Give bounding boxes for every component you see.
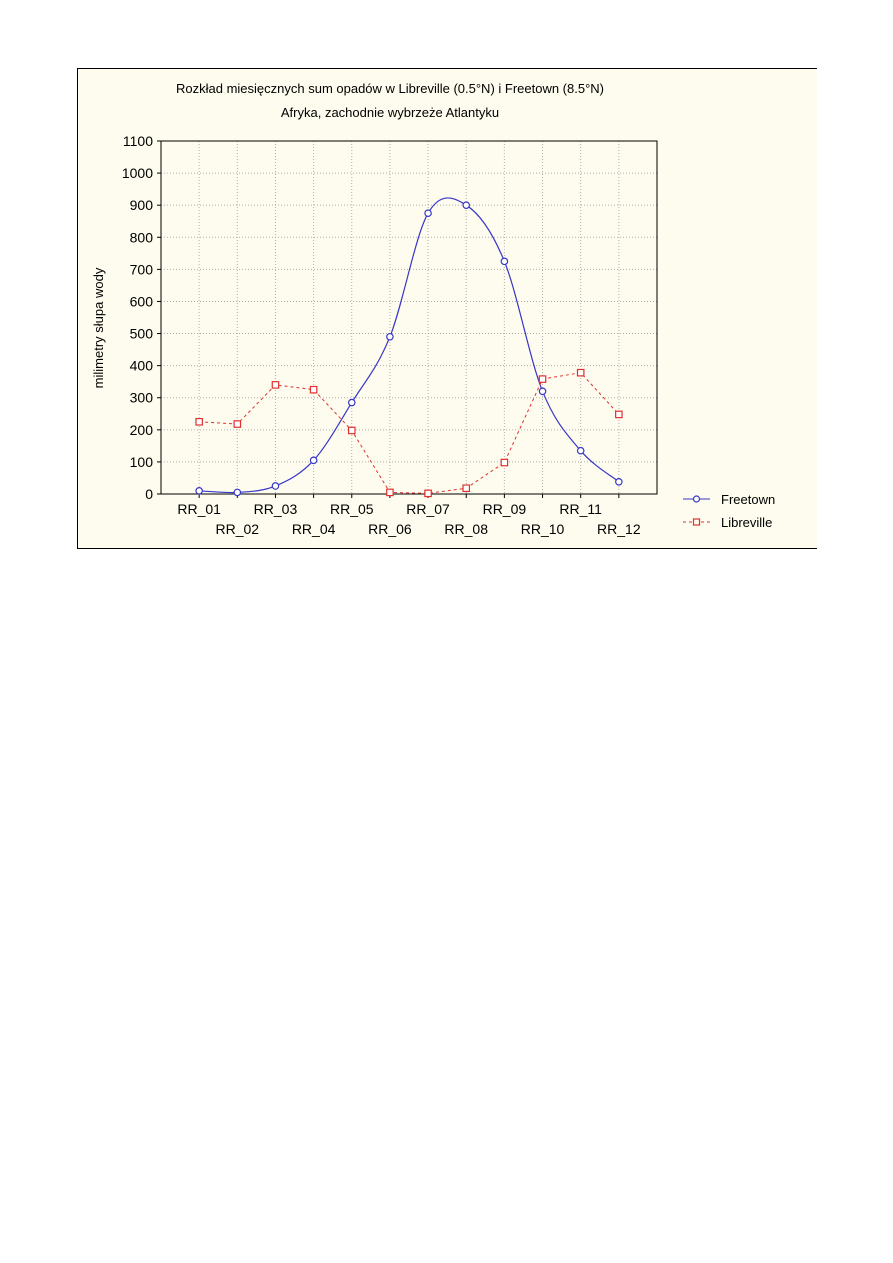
x-tick-label: RR_09 bbox=[483, 501, 527, 517]
data-point bbox=[386, 332, 394, 341]
data-point bbox=[309, 456, 318, 465]
x-tick-label: RR_02 bbox=[216, 521, 260, 537]
y-tick-label: 400 bbox=[130, 358, 154, 374]
data-point bbox=[424, 489, 432, 498]
data-point bbox=[233, 488, 242, 497]
y-tick-label: 100 bbox=[130, 454, 154, 470]
legend: Freetown Libreville bbox=[683, 492, 775, 530]
data-point bbox=[271, 482, 280, 490]
axes bbox=[157, 140, 658, 498]
data-point bbox=[615, 410, 623, 419]
data-point bbox=[195, 486, 203, 495]
x-tick-label: RR_04 bbox=[292, 521, 336, 537]
data-point bbox=[386, 488, 394, 497]
data-point bbox=[576, 446, 585, 455]
y-tick-label: 900 bbox=[130, 197, 154, 213]
y-tick-label: 800 bbox=[130, 229, 154, 245]
data-point bbox=[462, 484, 471, 493]
legend-marker-freetown bbox=[692, 495, 701, 503]
y-tick-label: 1100 bbox=[123, 133, 153, 149]
data-point bbox=[233, 420, 242, 428]
y-tick-labels: 0 100 200 300 400 500 600 700 800 900 1000 1100 bbox=[122, 133, 153, 502]
data-point bbox=[347, 426, 356, 435]
x-tick-label: RR_05 bbox=[330, 501, 374, 517]
data-point bbox=[271, 381, 280, 389]
x-tick-label: RR_10 bbox=[521, 521, 565, 537]
x-tick-label: RR_11 bbox=[559, 501, 602, 517]
data-point bbox=[538, 375, 547, 383]
chart-subtitle: Afryka, zachodnie wybrzeże Atlantyku bbox=[281, 105, 499, 120]
y-tick-label: 200 bbox=[130, 422, 154, 438]
y-tick-label: 1000 bbox=[122, 165, 153, 181]
y-tick-label: 500 bbox=[130, 326, 154, 342]
y-tick-label: 0 bbox=[145, 486, 153, 502]
data-point bbox=[462, 201, 471, 209]
series-line bbox=[199, 372, 620, 494]
legend-label-freetown: Freetown bbox=[721, 492, 775, 507]
data-point bbox=[615, 478, 623, 486]
y-tick-label: 300 bbox=[130, 390, 154, 406]
series-freetown bbox=[195, 197, 623, 497]
data-point bbox=[309, 385, 318, 394]
series-group bbox=[195, 197, 623, 498]
y-axis-label: milimetry słupa wody bbox=[91, 267, 106, 388]
series-line bbox=[199, 197, 620, 494]
y-tick-label: 600 bbox=[130, 293, 154, 309]
chart-frame: Rozkład miesięcznych sum opadów w Librev… bbox=[77, 68, 817, 549]
x-tick-label: RR_08 bbox=[444, 521, 488, 537]
x-tick-labels: RR_01 RR_02 RR_03 RR_04 RR_05 RR_06 RR_07 RR_08… bbox=[177, 501, 640, 537]
x-tick-label: RR_06 bbox=[368, 521, 412, 537]
x-tick-label: RR_01 bbox=[177, 501, 221, 517]
x-tick-label: RR_03 bbox=[254, 501, 298, 517]
data-point bbox=[347, 398, 356, 407]
data-point bbox=[195, 417, 203, 426]
data-point bbox=[500, 458, 509, 467]
series-libreville bbox=[195, 368, 623, 498]
line-chart: Rozkład miesięcznych sum opadów w Librev… bbox=[91, 81, 775, 537]
x-tick-label: RR_07 bbox=[406, 501, 450, 517]
y-tick-label: 700 bbox=[130, 261, 154, 277]
legend-marker-libreville bbox=[692, 518, 701, 526]
x-tick-label: RR_12 bbox=[597, 521, 641, 537]
grid bbox=[161, 140, 657, 494]
legend-label-libreville: Libreville bbox=[721, 515, 772, 530]
plot-border bbox=[160, 140, 658, 495]
data-point bbox=[500, 257, 509, 266]
chart-title: Rozkład miesięcznych sum opadów w Librev… bbox=[176, 81, 604, 96]
data-point bbox=[424, 209, 432, 218]
data-point bbox=[576, 368, 585, 377]
data-point bbox=[538, 387, 547, 396]
